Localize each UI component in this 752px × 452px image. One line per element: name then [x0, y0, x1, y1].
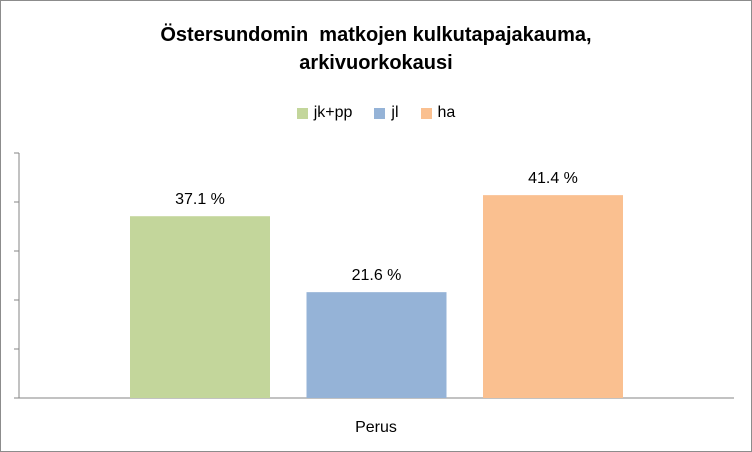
chart-title-line2: arkivuorkokausi [299, 52, 453, 74]
legend-item-ha: ha [420, 104, 456, 122]
chart-title: Östersundomin matkojen kulkutapajakauma,… [1, 21, 751, 77]
legend-label-ha: ha [437, 104, 456, 121]
bar-jk-pp [130, 216, 270, 398]
chart-title-line1: Östersundomin matkojen kulkutapajakauma, [160, 24, 592, 46]
legend-swatch-ha [420, 107, 432, 119]
legend-swatch-jk-pp [296, 107, 308, 119]
bar-ha [483, 195, 623, 398]
data-label-ha: 41.4 % [528, 170, 578, 187]
category-label: Perus [355, 419, 397, 436]
legend-item-jk-pp: jk+pp [296, 104, 353, 122]
legend-label-jk-pp: jk+pp [313, 104, 353, 121]
legend-swatch-jl [374, 107, 386, 119]
data-label-jk-pp: 37.1 % [175, 191, 225, 208]
legend-item-jl: jl [374, 104, 399, 122]
bar-jl [306, 292, 447, 398]
legend: jk+pp jl ha [1, 104, 751, 122]
data-label-jl: 21.6 % [352, 267, 402, 284]
legend-label-jl: jl [391, 104, 399, 121]
